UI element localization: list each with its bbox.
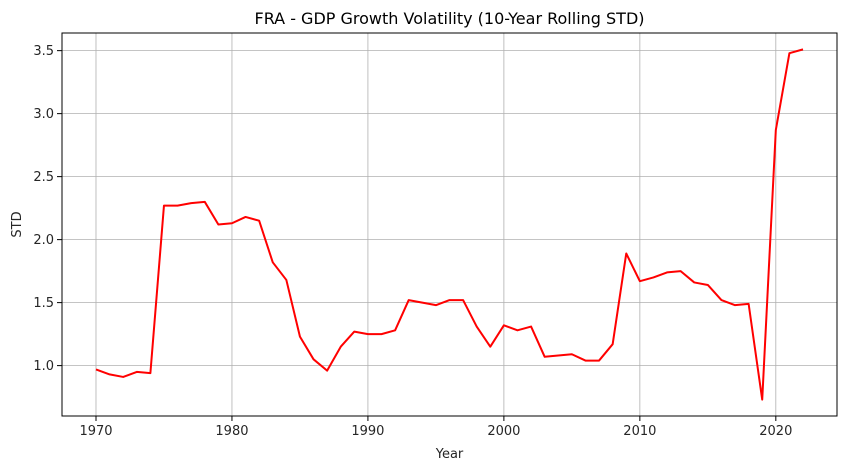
y-tick-label: 2.0 — [33, 233, 54, 248]
y-tick-label: 2.5 — [33, 170, 54, 185]
x-tick-label: 2000 — [487, 424, 520, 439]
x-tick-label: 2020 — [759, 424, 792, 439]
y-axis-label: STD — [10, 211, 25, 237]
x-axis-label: Year — [435, 447, 464, 462]
x-tick-label: 1980 — [215, 424, 248, 439]
chart-title: FRA - GDP Growth Volatility (10-Year Rol… — [254, 9, 644, 28]
ticks: 1970 1980 1990 2000 2010 2020 1.0 1.5 2.0 2.5 3.0 3… — [33, 44, 792, 439]
x-tick-label: 2010 — [623, 424, 656, 439]
x-tick-label: 1990 — [351, 424, 384, 439]
y-tick-label: 1.5 — [33, 296, 54, 311]
y-tick-label: 3.5 — [33, 44, 54, 59]
series-line — [95, 48, 804, 401]
y-tick-label: 1.0 — [33, 359, 54, 374]
y-tick-label: 3.0 — [33, 107, 54, 122]
plot-frame — [61, 32, 838, 417]
x-tick-label: 1970 — [79, 424, 112, 439]
grid — [62, 33, 837, 416]
